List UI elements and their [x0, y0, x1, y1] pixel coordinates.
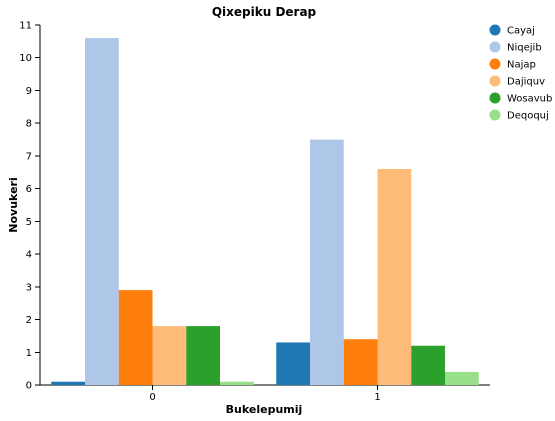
legend-swatch [489, 58, 501, 70]
x-axis-label: Bukelepumij [226, 403, 303, 416]
legend-swatch [489, 92, 501, 104]
legend-swatch [489, 75, 501, 87]
bar-niqejib-0 [85, 38, 119, 385]
bar-niqejib-1 [310, 139, 344, 385]
y-tick-label: 8 [26, 119, 32, 130]
y-axis-label: Novukeri [7, 177, 20, 232]
x-tick-label: 1 [374, 392, 380, 403]
legend-label: Dajiquv [507, 77, 545, 88]
y-tick-label: 5 [26, 217, 32, 228]
chart-title: Qixepiku Derap [212, 5, 317, 19]
y-axis: 0 1 2 3 4 5 6 7 8 9 10 11 [19, 21, 41, 392]
bar-deqoquj-1 [445, 371, 479, 385]
y-tick-label: 2 [26, 315, 32, 326]
legend-swatch [489, 24, 501, 36]
bar-cayaj-0 [51, 381, 85, 385]
legend-label: Niqejib [507, 43, 542, 54]
bars [51, 38, 479, 385]
y-tick-label: 3 [26, 282, 32, 293]
bar-najap-0 [118, 290, 153, 385]
bar-wosavub-1 [411, 345, 445, 385]
y-tick-label: 4 [26, 250, 32, 261]
bar-dajiquv-1 [377, 169, 412, 385]
y-tick-label: 0 [26, 381, 32, 392]
y-tick-label: 11 [19, 21, 32, 32]
legend-label: Najap [507, 60, 536, 71]
x-tick-label: 0 [149, 392, 155, 403]
legend-label: Cayaj [507, 26, 535, 37]
bar-najap-1 [343, 339, 378, 385]
y-tick-label: 10 [19, 53, 32, 64]
legend: Cayaj Niqejib Najap Dajiquv Wosavub Deqoquj [489, 24, 552, 122]
legend-label: Wosavub [507, 94, 552, 105]
y-tick-label: 6 [26, 184, 32, 195]
bar-wosavub-0 [186, 326, 220, 385]
bar-cayaj-1 [276, 342, 310, 385]
bar-dajiquv-0 [152, 326, 187, 385]
y-tick-label: 1 [26, 348, 32, 359]
legend-label: Deqoquj [507, 111, 549, 122]
legend-swatch [489, 41, 501, 53]
legend-swatch [489, 109, 501, 121]
y-tick-label: 7 [26, 151, 32, 162]
y-tick-label: 9 [26, 86, 32, 97]
bar-deqoquj-0 [220, 381, 254, 385]
